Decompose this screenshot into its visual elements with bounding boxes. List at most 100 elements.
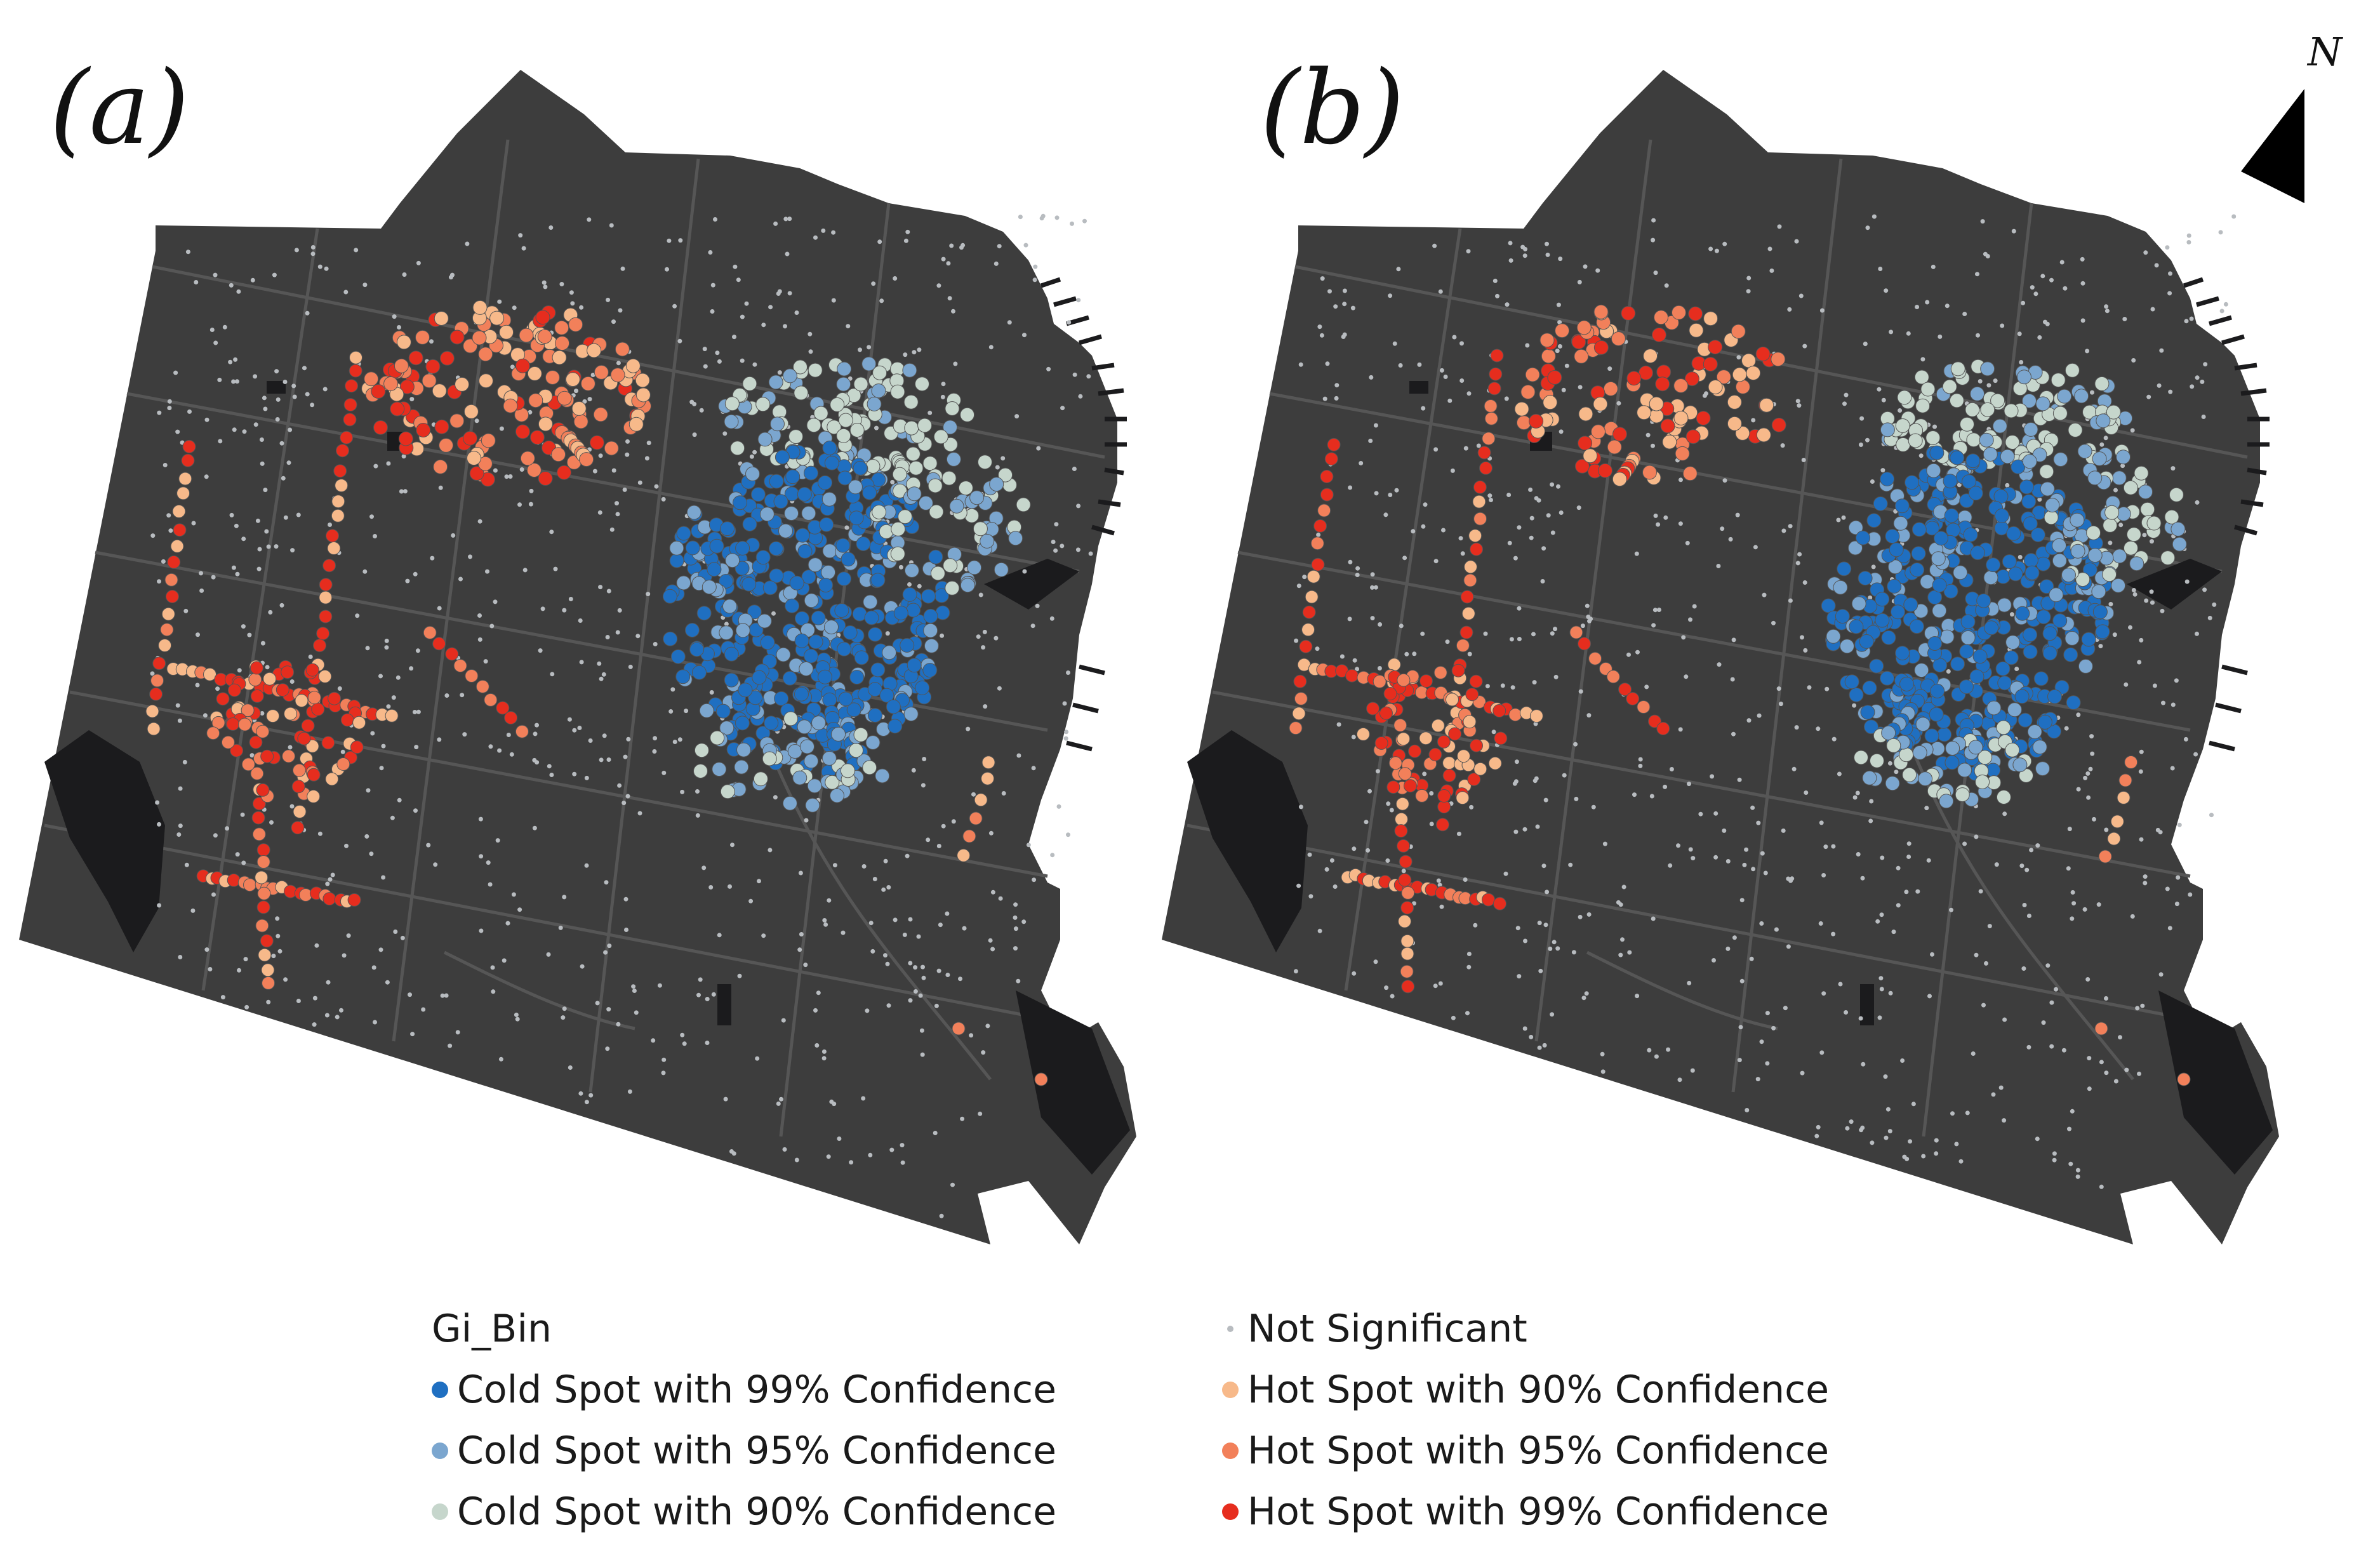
map-point (1412, 651, 1417, 656)
map-point (587, 217, 592, 222)
map-point (1618, 683, 1632, 696)
map-point (2209, 813, 2214, 818)
map-point (969, 1033, 974, 1038)
map-point (510, 364, 515, 370)
map-point (1918, 771, 1933, 787)
map-point (1849, 687, 1864, 702)
map-point (1014, 414, 1020, 419)
map-point (2094, 1022, 2108, 1036)
map-point (2174, 678, 2179, 683)
map-point (1760, 851, 1765, 856)
map-point (913, 989, 918, 994)
map-point (164, 573, 178, 587)
map-point (1818, 921, 1823, 926)
map-point (1788, 598, 1793, 603)
map-point (1873, 496, 1888, 511)
map-point (768, 848, 773, 853)
map-point (532, 757, 537, 763)
map-point (902, 587, 917, 602)
map-point (1945, 755, 1960, 770)
map-point (1373, 959, 1378, 964)
map-point (1742, 862, 1747, 867)
map-point (951, 819, 956, 824)
hotspot-points-a (145, 300, 1048, 1086)
map-point (423, 625, 437, 639)
map-point (1595, 268, 1600, 273)
map-point (430, 556, 435, 561)
map-point (2177, 822, 2182, 827)
map-point (598, 585, 603, 590)
map-point (250, 277, 255, 283)
map-point (2104, 1070, 2109, 1076)
map-point (1673, 378, 1689, 393)
map-point (1794, 725, 1799, 730)
map-point (1373, 423, 1378, 428)
map-point (365, 646, 370, 651)
map-point (373, 534, 377, 538)
map-point (1925, 300, 1930, 305)
map-point (432, 637, 446, 651)
map-point (1958, 679, 1974, 695)
map-point (2167, 926, 2172, 931)
map-point (1305, 590, 1319, 604)
map-point (830, 397, 845, 412)
map-point (1974, 834, 1979, 839)
map-point (196, 632, 200, 637)
map-point (1979, 432, 1994, 448)
map-point (250, 766, 264, 780)
map-point (1463, 715, 1477, 729)
map-point (272, 272, 277, 277)
map-point (1593, 304, 1609, 319)
map-point (969, 811, 983, 825)
map-point (1023, 243, 1028, 248)
map-point (2157, 383, 2162, 388)
map-point (1859, 634, 1874, 649)
map-point (1461, 606, 1475, 620)
map-point (1054, 215, 1060, 220)
map-point (922, 757, 927, 761)
map-point (328, 877, 333, 882)
map-point (2174, 902, 2179, 907)
map-point (2132, 592, 2137, 597)
map-point (1945, 303, 1950, 309)
map-point (398, 431, 413, 446)
map-point (1473, 923, 1478, 928)
map-point (1607, 366, 1612, 371)
map-point (740, 314, 745, 319)
map-point (1681, 635, 1686, 640)
map-point (1355, 573, 1360, 577)
map-point (1879, 987, 1884, 992)
map-point (1883, 1074, 1888, 1079)
map-point (1970, 386, 1985, 401)
map-point (1637, 700, 1651, 714)
map-point (1744, 847, 1749, 852)
map-point (730, 441, 745, 456)
map-point (1746, 276, 1752, 281)
map-point (195, 683, 200, 688)
map-point (2108, 602, 2113, 606)
map-point (2037, 714, 2052, 730)
map-point (794, 611, 809, 626)
map-point (2041, 1020, 2046, 1025)
map-point (2154, 263, 2159, 268)
map-point (1464, 560, 1477, 574)
map-point (1370, 585, 1374, 590)
map-point (1001, 456, 1006, 461)
map-point (762, 580, 778, 596)
map-point (1712, 958, 1716, 963)
map-point (785, 469, 801, 484)
map-point (1016, 978, 1021, 983)
map-point (175, 429, 180, 434)
map-point (1364, 820, 1369, 825)
map-point (1298, 804, 1303, 810)
map-point (750, 487, 766, 502)
map-point (837, 641, 852, 656)
map-point (291, 780, 305, 794)
map-point (988, 345, 994, 350)
map-point (950, 1182, 955, 1187)
map-point (316, 627, 330, 641)
map-point (145, 704, 159, 718)
map-point (1915, 305, 1920, 309)
map-point (1802, 343, 1807, 349)
map-point (1664, 283, 1669, 288)
